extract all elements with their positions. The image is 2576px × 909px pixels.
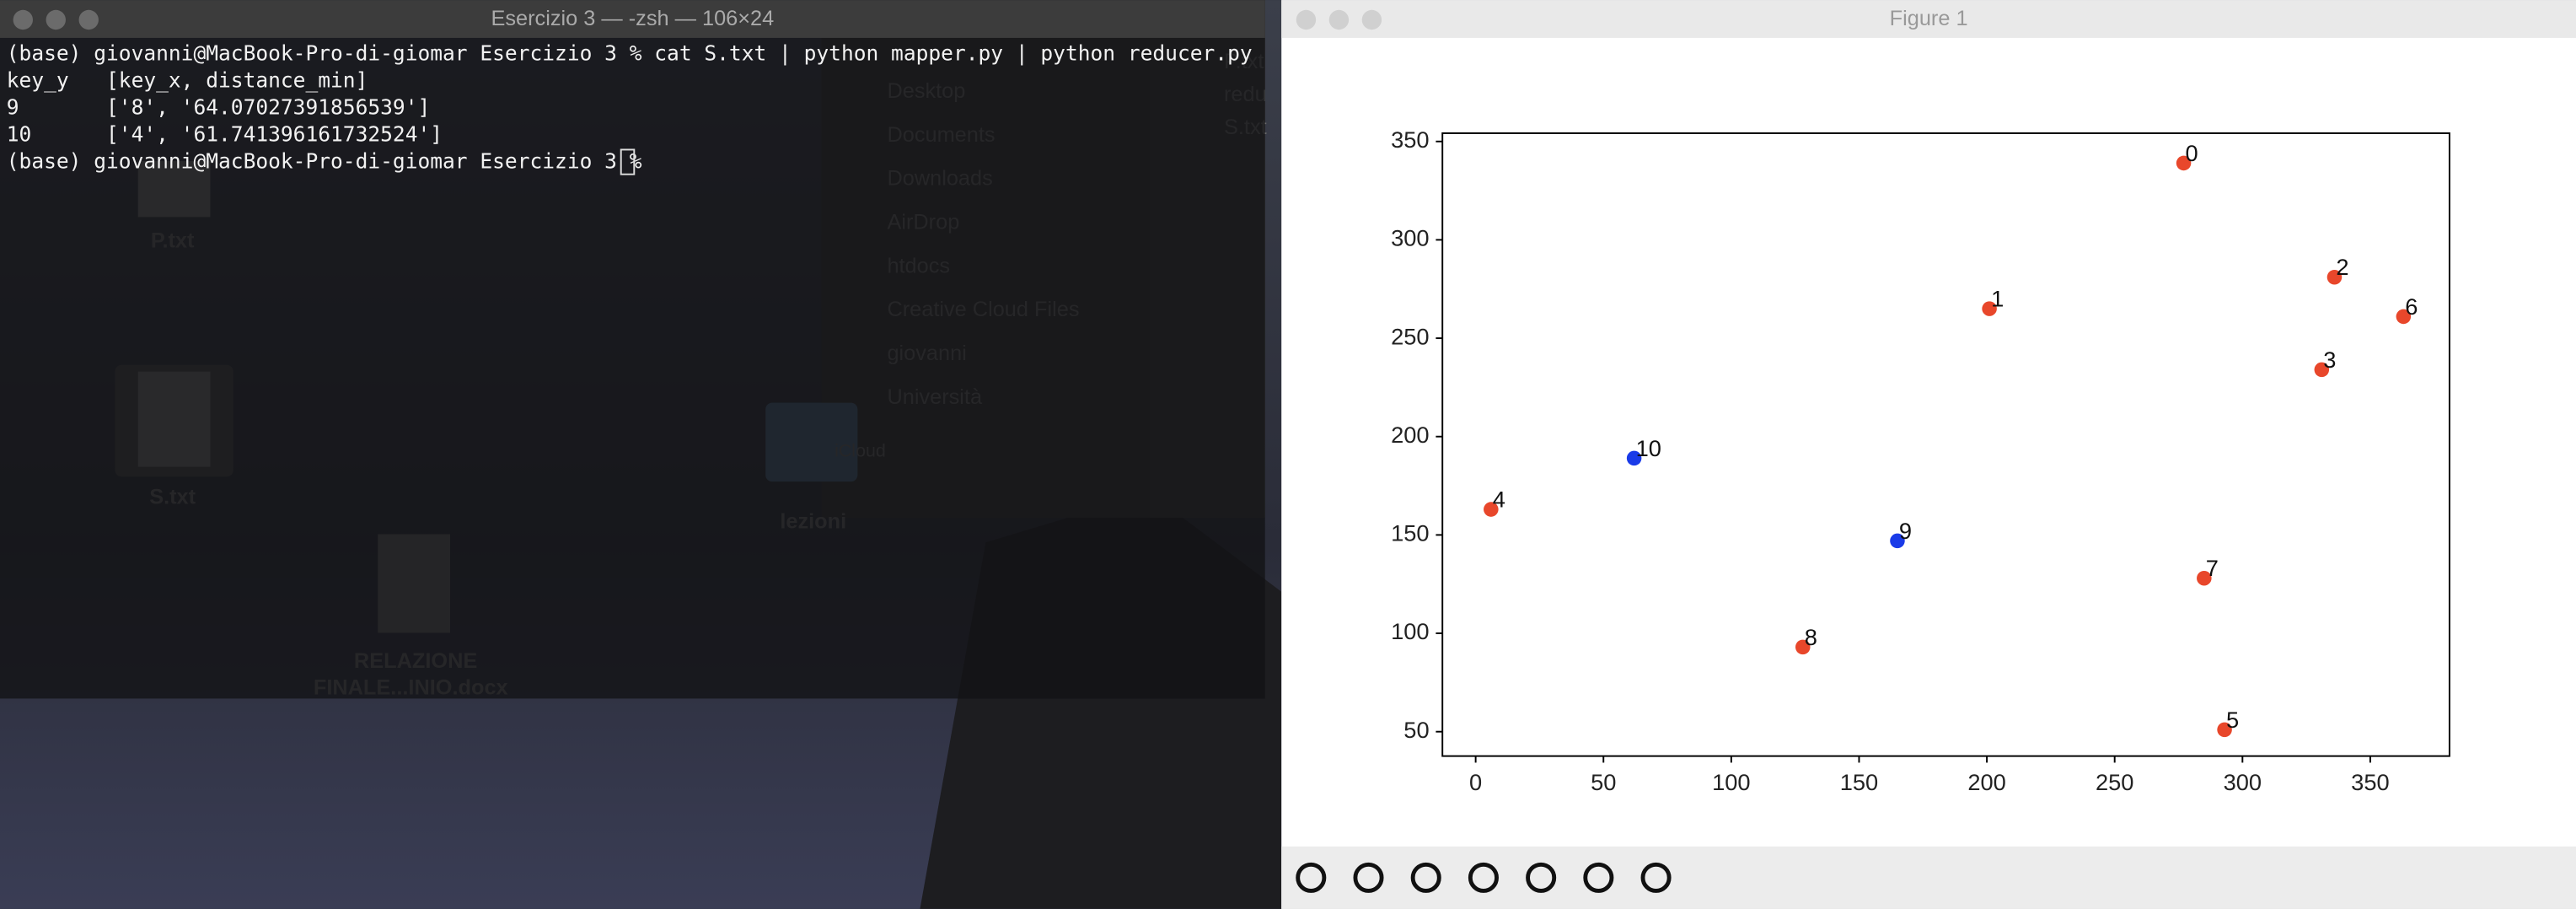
zoom-icon <box>1526 862 1557 893</box>
x-tick-label: 50 <box>1591 769 1616 795</box>
zoom-button[interactable] <box>78 9 99 30</box>
y-tick-label: 200 <box>1391 422 1430 448</box>
terminal-output: (base) giovanni@MacBook-Pro-di-giomar Es… <box>7 40 1253 175</box>
terminal-line: (base) giovanni@MacBook-Pro-di-giomar Es… <box>7 40 1253 65</box>
toolbar-buttons <box>1288 855 1679 901</box>
plot: 0 50 100 150 200 250 300 3505010015020025030035… <box>1391 126 2450 795</box>
y-tick-label: 300 <box>1391 225 1430 251</box>
point <box>2197 570 2212 586</box>
point <box>1484 502 1499 517</box>
x-tick-label: 100 <box>1712 769 1751 795</box>
terminal-titlebar <box>0 0 1265 38</box>
pan-button[interactable] <box>1461 855 1507 901</box>
point <box>2176 155 2192 171</box>
zoom-button[interactable] <box>1361 9 1382 30</box>
back-button[interactable] <box>1345 855 1392 901</box>
y-tick-label: 100 <box>1391 618 1430 644</box>
configure-icon <box>1583 862 1614 893</box>
figure-title: Figure 1 <box>1890 7 1968 30</box>
minimize-button[interactable] <box>46 9 66 30</box>
pan-icon <box>1468 862 1499 893</box>
point-label: 1 <box>1991 286 2004 312</box>
x-tick-label: 300 <box>2224 769 2262 795</box>
forward-icon <box>1410 862 1441 893</box>
x-tick-label: 350 <box>2351 769 2390 795</box>
point-label: 10 <box>1636 435 1661 461</box>
point-label: 5 <box>2226 707 2239 733</box>
forward-button[interactable] <box>1403 855 1449 901</box>
zoom-button[interactable] <box>1518 855 1564 901</box>
figure-titlebar <box>1281 0 2576 38</box>
x-tick-label: 200 <box>1967 769 2006 795</box>
terminal-line: key_y [key_x, distance_min] <box>7 67 368 92</box>
point-label: 7 <box>2206 555 2219 581</box>
point-label: 0 <box>2186 140 2198 166</box>
terminal-line: 10 ['4', '61.741396161732524'] <box>7 121 443 146</box>
home-icon <box>1296 862 1327 893</box>
point-label: 3 <box>2323 347 2336 373</box>
y-tick-label: 150 <box>1391 520 1430 546</box>
close-button[interactable] <box>1296 9 1317 30</box>
point <box>1795 639 1811 655</box>
cursor <box>620 148 636 175</box>
point <box>1626 450 1642 466</box>
x-tick-label: 150 <box>1840 769 1879 795</box>
point-label: 9 <box>1899 518 1912 544</box>
point <box>1982 301 1997 316</box>
terminal-line: 9 ['8', '64.07027391856539'] <box>7 94 430 119</box>
y-tick-label: 250 <box>1391 323 1430 349</box>
point <box>1890 533 1905 549</box>
point <box>2326 269 2343 285</box>
terminal-window <box>0 0 1265 699</box>
y-tick-label: 350 <box>1391 126 1430 153</box>
terminal-title: Esercizio 3 — -zsh — 106×24 <box>491 7 774 30</box>
axes-frame <box>1441 132 2450 757</box>
x-tick-label: 250 <box>2096 769 2134 795</box>
configure-button[interactable] <box>1575 855 1622 901</box>
point <box>2217 722 2232 738</box>
close-button[interactable] <box>13 9 33 30</box>
y-tick-label: 50 <box>1403 717 1429 743</box>
minimize-button[interactable] <box>1328 9 1350 30</box>
figure-window <box>1281 0 2576 909</box>
point-label: 2 <box>2336 254 2348 280</box>
terminal-line: (base) giovanni@MacBook-Pro-di-giomar Es… <box>7 148 654 173</box>
save-button[interactable] <box>1633 855 1679 901</box>
point-label: 8 <box>1805 624 1817 650</box>
point <box>2396 309 2412 325</box>
save-icon <box>1640 862 1672 893</box>
x-tick-label: 0 <box>1469 769 1482 795</box>
point <box>2314 362 2330 378</box>
point-label: 4 <box>1493 487 1505 513</box>
back-icon <box>1353 862 1384 893</box>
point-label: 6 <box>2405 293 2418 320</box>
home-button[interactable] <box>1288 855 1334 901</box>
